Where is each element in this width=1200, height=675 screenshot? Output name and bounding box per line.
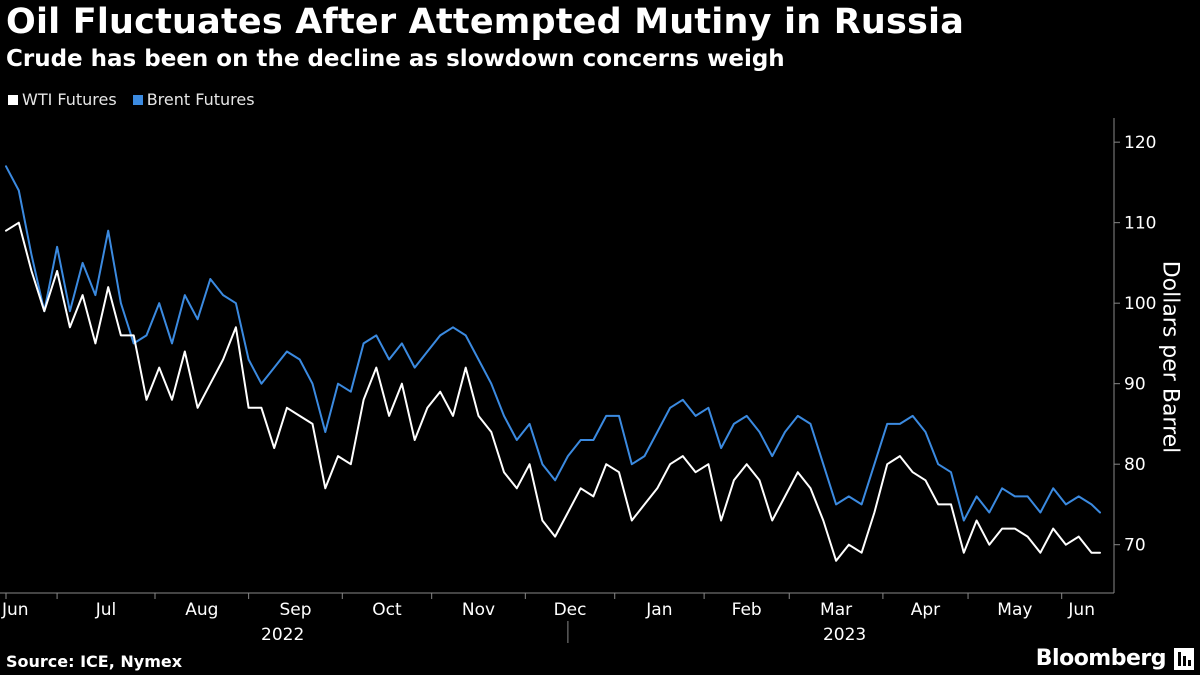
- y-axis-label: Dollars per Barrel: [1157, 260, 1183, 454]
- source-note: Source: ICE, Nymex: [6, 652, 183, 671]
- legend-label-brent: Brent Futures: [146, 90, 255, 109]
- chart-subtitle: Crude has been on the decline as slowdow…: [6, 46, 785, 72]
- y-tick-label: 100: [1124, 294, 1156, 314]
- x-tick-label: Jun: [1067, 600, 1095, 620]
- x-tick-label: Jun: [1, 600, 29, 620]
- year-label: 2023: [823, 625, 866, 645]
- x-tick-label: Sep: [279, 600, 311, 620]
- x-tick-label: Aug: [185, 600, 218, 620]
- legend-swatch-wti: [8, 94, 18, 105]
- legend: WTI Futures Brent Futures: [8, 90, 255, 109]
- legend-item-brent: Brent Futures: [132, 90, 255, 109]
- bloomberg-terminal-icon: [1174, 648, 1194, 670]
- x-tick-label: Feb: [732, 600, 762, 620]
- chart-title: Oil Fluctuates After Attempted Mutiny in…: [6, 2, 965, 42]
- y-tick-label: 90: [1124, 375, 1146, 395]
- year-label: 2022: [261, 625, 304, 645]
- legend-label-wti: WTI Futures: [22, 90, 117, 109]
- legend-swatch-brent: [132, 94, 143, 105]
- x-tick-label: Jan: [645, 600, 672, 620]
- x-tick-label: Oct: [372, 600, 402, 620]
- legend-item-wti: WTI Futures: [8, 90, 117, 109]
- bloomberg-logo: Bloomberg: [1035, 646, 1167, 671]
- x-tick-label: May: [997, 600, 1032, 620]
- x-tick-label: Apr: [911, 600, 940, 620]
- x-tick-label: Nov: [462, 600, 495, 620]
- y-tick-label: 110: [1124, 214, 1156, 234]
- x-tick-label: Dec: [554, 600, 587, 620]
- series-line-brent: [5, 165, 1101, 522]
- y-tick-label: 80: [1124, 455, 1146, 475]
- x-tick-label: Jul: [95, 600, 117, 620]
- y-tick-label: 70: [1124, 536, 1146, 556]
- y-tick-label: 120: [1124, 133, 1156, 153]
- x-tick-label: Mar: [820, 600, 852, 620]
- series-line-wti: [5, 221, 1101, 562]
